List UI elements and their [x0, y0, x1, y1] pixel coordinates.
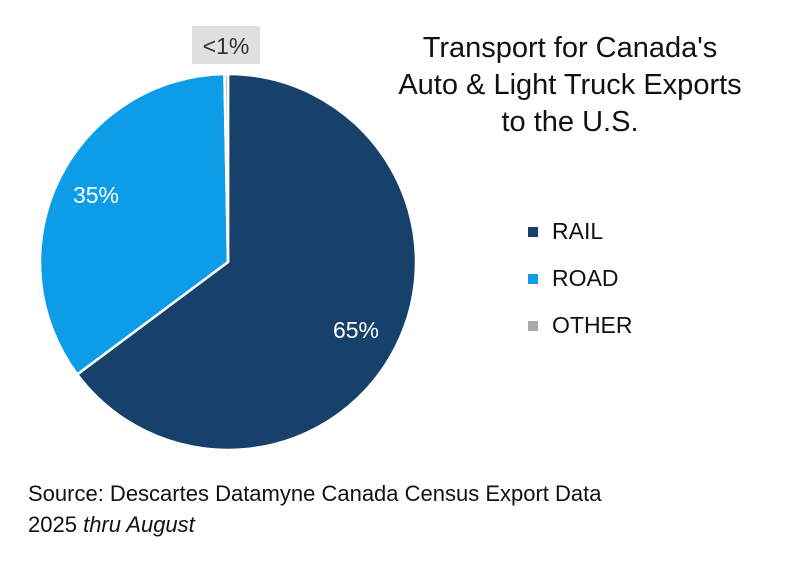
source-line: Source: Descartes Datamyne Canada Census…: [28, 481, 602, 506]
legend-item-rail: RAIL: [528, 208, 633, 255]
title-line: Transport for Canada's: [422, 32, 718, 64]
pie-slice-rail: [75, 72, 418, 452]
legend-swatch: [528, 273, 538, 284]
pie-slice-road: [38, 72, 230, 377]
legend-swatch: [528, 320, 538, 331]
pie-slice-other: [223, 72, 230, 263]
title-line: Auto & Light Truck Exports: [398, 69, 742, 101]
data-label-rail: 65%: [333, 317, 379, 343]
chart-title: Transport for Canada's Auto & Light Truc…: [340, 30, 800, 141]
data-label-other: <1%: [203, 33, 250, 59]
legend-item-other: OTHER: [528, 302, 633, 349]
legend-label: OTHER: [552, 312, 633, 338]
legend: RAIL ROAD OTHER: [528, 208, 633, 349]
source-period: thru August: [83, 512, 195, 537]
source-note: Source: Descartes Datamyne Canada Census…: [28, 478, 602, 540]
source-line-2: 2025 thru August: [28, 509, 602, 540]
legend-label: ROAD: [552, 265, 619, 291]
legend-item-road: ROAD: [528, 255, 633, 302]
source-year: 2025: [28, 512, 77, 537]
legend-label: RAIL: [552, 218, 604, 244]
data-label-bg-other: [192, 26, 260, 64]
title-line: to the U.S.: [501, 106, 639, 138]
legend-swatch: [528, 226, 538, 237]
data-label-road: 35%: [73, 182, 119, 208]
